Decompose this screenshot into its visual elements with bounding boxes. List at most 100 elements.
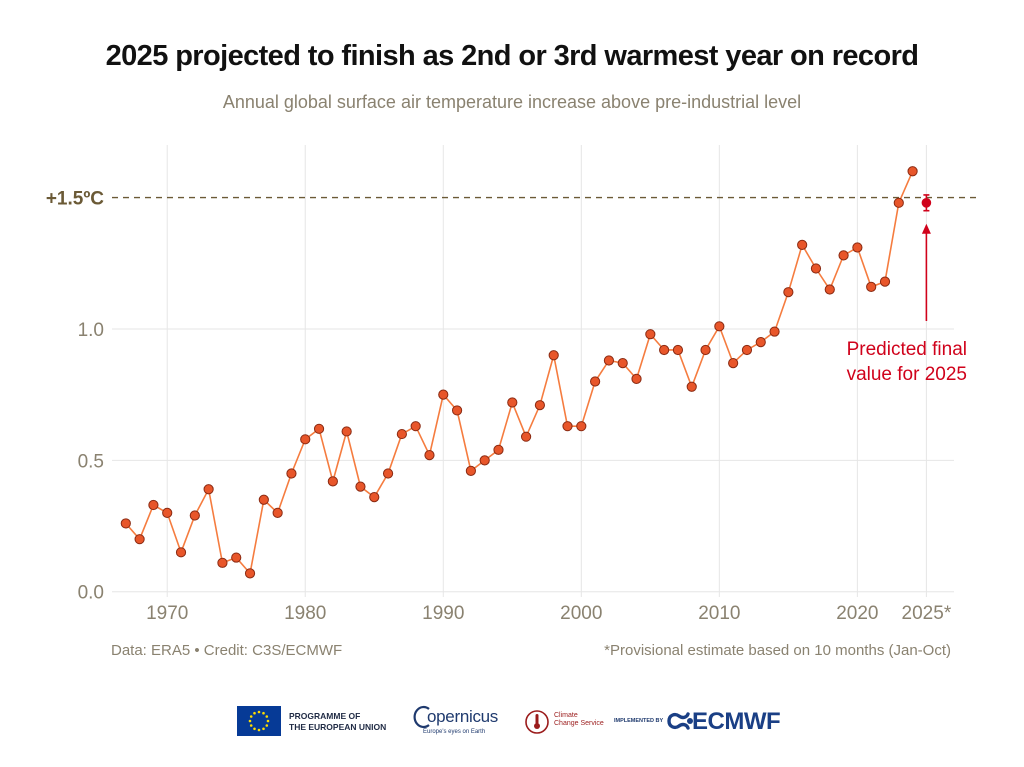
y-tick-label: 0.5 [78,451,104,472]
data-point [231,552,242,563]
data-point [645,329,656,340]
data-point [148,499,159,511]
implemented-by-label: IMPLEMENTED BY [614,718,664,724]
data-point [189,510,200,521]
data-point [341,426,352,437]
data-point [396,428,407,440]
data-point [327,476,338,487]
ecmwf-wordmark: ECMWF [692,708,781,735]
x-tick-label: 1980 [284,603,326,624]
data-point [838,250,849,261]
data-point [548,350,559,361]
x-tick-label: 2020 [836,603,878,624]
data-point [852,242,863,253]
data-point [479,455,490,466]
data-point [741,344,753,356]
data-point [217,557,228,568]
eu-star [248,719,252,723]
data-point [907,166,918,177]
y-tick-label: 0.0 [78,583,104,604]
y-tick-label: 1.0 [78,320,104,341]
data-point [672,344,684,356]
data-point [465,465,476,476]
data-point [769,326,780,337]
data-point [175,547,187,558]
eu-programme-line2: THE EUROPEAN UNION [289,722,387,732]
eu-star [262,711,265,715]
annotation-arrow-head [921,223,931,234]
data-point [424,449,435,461]
eu-star [253,727,256,731]
data-point [714,321,725,332]
copernicus-wordmark: opernicus [427,707,499,726]
data-point [451,405,463,416]
annotation-line1: Predicted final [847,339,967,360]
data-point [120,518,131,529]
eu-star [257,728,261,732]
data-point [590,376,601,387]
c3s-line2: Change Service [554,720,604,727]
eu-star [257,710,261,714]
data-point [134,534,145,545]
data-point [810,263,822,274]
reference-line-label: +1.5ºC [46,189,104,210]
data-point [355,481,366,492]
eu-star [249,715,253,718]
data-point [797,239,808,250]
data-point [203,484,214,495]
data-point [272,507,283,519]
data-point [300,434,311,445]
data-point [438,389,449,400]
eu-star [262,727,265,731]
chart-subtitle: Annual global surface air temperature in… [222,92,802,112]
eu-flag-icon [237,706,281,736]
data-point [617,358,628,369]
logo-strip: PROGRAMME OF THE EUROPEAN UNION opernicu… [237,703,797,739]
chart-title: 2025 projected to finish as 2nd or 3rd w… [105,40,919,72]
c3s-line1: Climate [554,712,578,719]
c3s-label: Climate Change Service [554,712,604,728]
data-credit: Data: ERA5 • Credit: C3S/ECMWF [111,642,343,659]
data-point [866,281,877,293]
x-tick-label: 2010 [698,603,740,624]
data-point [686,381,697,392]
data-point [576,421,587,432]
data-point [244,568,256,579]
data-point [410,421,421,432]
data-point [603,355,615,366]
data-point [879,276,891,287]
c3s-thermometer-icon [525,710,549,734]
eu-star [265,724,269,727]
data-point [700,344,711,356]
provisional-note: *Provisional estimate based on 10 months… [604,642,951,659]
ecmwf-wave-icon [667,712,693,730]
data-point [534,400,546,411]
data-point [520,431,532,442]
data-point [893,197,904,208]
data-point [631,373,642,384]
data-point [369,492,380,503]
copernicus-c-icon [413,705,430,729]
data-point [824,284,835,295]
data-point [493,444,504,455]
data-point [382,468,394,479]
eu-star [253,711,256,715]
eu-star [265,715,269,718]
data-point [755,336,766,348]
data-point [783,287,794,298]
ecmwf-logo: IMPLEMENTED BY ECMWF [614,707,804,737]
x-tick-label: 1990 [422,603,464,624]
c3s-logo: Climate Change Service [524,705,614,739]
data-point [162,507,173,519]
data-point [258,494,269,505]
eu-star [266,719,270,723]
x-tick-label: 1970 [146,603,188,624]
x-tick-label-2025: 2025* [902,603,952,624]
data-point [286,468,297,479]
eu-programme-line1: PROGRAMME OF [289,711,361,721]
projection-point [921,198,932,208]
x-tick-label: 2000 [560,603,602,624]
annotation-line2: value for 2025 [847,364,967,385]
eu-star [249,724,253,727]
copernicus-tagline: Europe's eyes on Earth [423,729,486,735]
